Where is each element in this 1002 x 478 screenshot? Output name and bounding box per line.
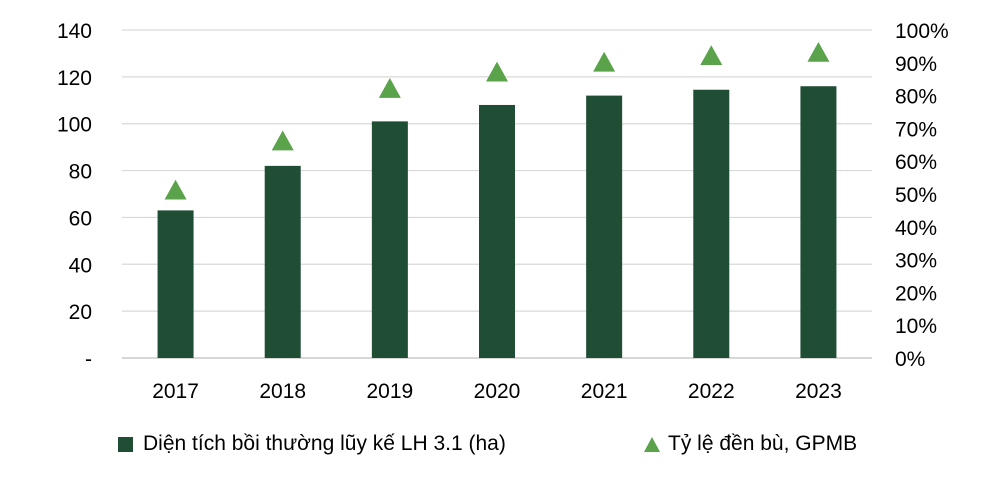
- y-axis-left: - 20 40 60 80 100 120 140: [57, 20, 92, 371]
- y-right-tick-label: 60%: [895, 151, 937, 174]
- bar: [264, 165, 301, 358]
- legend-label-marker: Tỷ lệ đền bù, GPMB: [668, 432, 858, 455]
- y-right-tick-label: 30%: [895, 250, 937, 273]
- x-tick-label: 2018: [259, 380, 306, 403]
- triangle-marker: [700, 45, 723, 66]
- y-left-tick-label: 40: [69, 254, 92, 277]
- triangle-marker: [164, 179, 187, 200]
- y-left-tick-label: 20: [69, 301, 92, 324]
- triangle-marker: [271, 130, 294, 151]
- bar: [157, 210, 194, 358]
- legend-item-bar: Diện tích bồi thường lũy kế LH 3.1 (ha): [118, 432, 506, 456]
- y-left-tick-label: 140: [57, 20, 92, 43]
- bar: [693, 89, 730, 358]
- y-right-tick-label: 0%: [895, 348, 925, 371]
- y-right-tick-label: 90%: [895, 53, 937, 76]
- legend: Diện tích bồi thường lũy kế LH 3.1 (ha) …: [0, 432, 1002, 468]
- legend-label-bar: Diện tích bồi thường lũy kế LH 3.1 (ha): [143, 432, 506, 455]
- x-tick-label: 2020: [474, 380, 521, 403]
- x-axis: 2017 2018 2019 2020 2021 2022 2023: [152, 380, 842, 403]
- legend-item-marker: Tỷ lệ đền bù, GPMB: [644, 432, 857, 456]
- y-right-tick-label: 80%: [895, 86, 937, 109]
- bar: [586, 95, 623, 358]
- marker-series: [164, 41, 830, 200]
- bar: [371, 121, 408, 358]
- bar: [800, 86, 837, 358]
- y-left-tick-label: 80: [69, 161, 92, 184]
- bar-series: [157, 86, 837, 358]
- triangle-marker: [486, 61, 508, 82]
- x-tick-label: 2022: [688, 380, 735, 403]
- chart: - 20 40 60 80 100 120 140 0% 10% 20% 30% 40% 50% 60% 7…: [57, 20, 949, 403]
- y-right-tick-label: 70%: [895, 118, 937, 141]
- y-left-tick-label: 60: [69, 207, 92, 230]
- x-tick-label: 2021: [581, 380, 628, 403]
- y-left-tick-label: 120: [57, 67, 92, 90]
- y-right-tick-label: 20%: [895, 282, 937, 305]
- legend-bar-swatch: [118, 436, 133, 452]
- legend-triangle-swatch: [644, 436, 660, 452]
- triangle-marker: [593, 51, 616, 72]
- y-right-tick-label: 10%: [895, 315, 937, 338]
- bar: [479, 104, 515, 358]
- x-tick-label: 2019: [366, 380, 413, 403]
- y-right-tick-label: 100%: [895, 20, 949, 43]
- x-tick-label: 2017: [152, 380, 199, 403]
- triangle-marker: [378, 78, 401, 98]
- y-left-tick-label: 100: [57, 114, 92, 137]
- y-right-tick-label: 40%: [895, 217, 937, 240]
- triangle-marker: [807, 41, 830, 62]
- x-tick-label: 2023: [795, 380, 842, 403]
- y-right-tick-label: 50%: [895, 184, 937, 207]
- y-left-tick-label: -: [85, 348, 92, 371]
- y-axis-right: 0% 10% 20% 30% 40% 50% 60% 70% 80% 90% 100%: [895, 20, 949, 371]
